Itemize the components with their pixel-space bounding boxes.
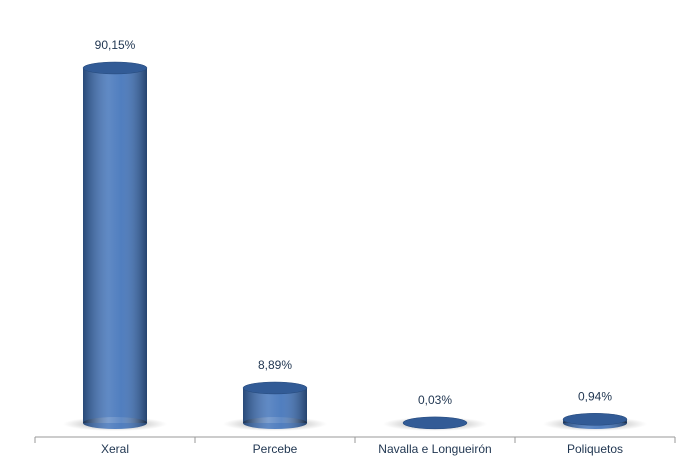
x-tick-label: Xeral (101, 442, 129, 456)
x-tick-label: Percebe (253, 442, 298, 456)
bar-top (242, 381, 308, 395)
bar-bottom-shade (83, 417, 147, 429)
bar-top (82, 61, 148, 75)
bar-shade (83, 68, 147, 423)
bar-top-shade (83, 62, 147, 74)
bar-top (562, 413, 628, 426)
bar-top-shade (563, 413, 627, 426)
value-label: 0,03% (418, 393, 452, 407)
x-tick-label: Poliquetos (567, 442, 623, 456)
bar-top (402, 416, 468, 430)
bar-top-shade (243, 381, 307, 394)
value-label: 0,94% (578, 389, 612, 403)
value-label: 90,15% (95, 38, 136, 52)
x-tick-label: Navalla e Longueirón (378, 442, 491, 456)
bar-top-shade (403, 416, 467, 429)
value-label: 8,89% (258, 358, 292, 372)
bar-bottom-shade (243, 417, 307, 429)
